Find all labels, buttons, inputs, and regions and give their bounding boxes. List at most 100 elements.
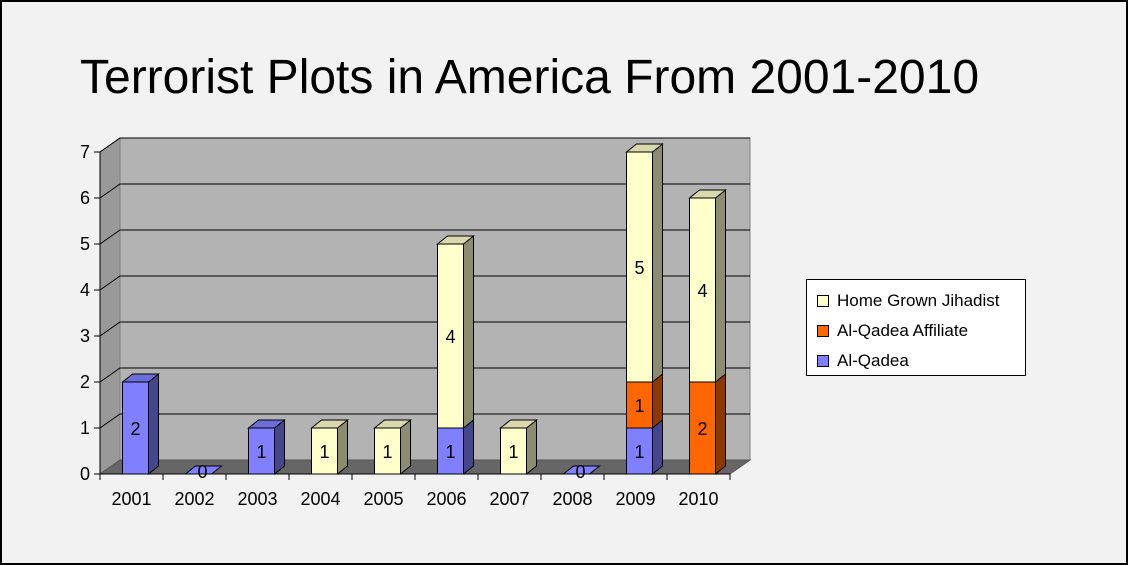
bar-segment: 2 — [121, 372, 160, 476]
x-tick-label: 2006 — [426, 489, 466, 509]
legend-label: Home Grown Jihadist — [837, 291, 1000, 310]
bar-side — [463, 418, 474, 476]
bar-stack-2008: 0 — [562, 462, 601, 482]
gridlines — [99, 137, 750, 429]
gridline — [99, 137, 750, 153]
data-label: 0 — [575, 462, 585, 482]
bar-segment: 1 — [437, 418, 474, 476]
y-tick-label: 7 — [80, 142, 90, 162]
x-tick-label: 2008 — [552, 489, 592, 509]
data-label: 4 — [445, 327, 455, 347]
legend: Home Grown Jihadist Al-Qadea Affiliate Al-… — [806, 279, 1026, 376]
legend-entry: Home Grown Jihadist — [807, 286, 1025, 316]
bar-segment: 1 — [310, 418, 349, 476]
y-tick-label: 0 — [80, 464, 90, 484]
legend-swatch — [817, 295, 829, 307]
y-axis-ticks: 0 1 2 3 4 5 6 7 — [80, 142, 90, 484]
bar-front — [626, 381, 653, 429]
bar-side — [652, 142, 663, 384]
gridline — [99, 229, 750, 245]
bar-front — [500, 427, 527, 475]
bar-stack-2002: 0 — [184, 462, 223, 482]
bar-side — [715, 188, 726, 384]
bar-side — [337, 418, 348, 476]
data-label: 1 — [508, 442, 518, 462]
bar-stack-2001: 2 — [121, 372, 160, 476]
x-tick-label: 2002 — [174, 489, 214, 509]
bar-front — [374, 427, 401, 475]
y-tick-label: 2 — [80, 372, 90, 392]
data-label: 5 — [634, 258, 644, 278]
x-tick-label: 2010 — [678, 489, 718, 509]
bar-front — [437, 243, 464, 429]
bar-segment: 1 — [247, 418, 286, 476]
bar-zero — [184, 465, 223, 475]
bar-top — [121, 373, 160, 383]
y-tick-label: 3 — [80, 326, 90, 346]
bar-stack-2003: 1 — [247, 418, 286, 476]
bar-stack-2006: 14 — [436, 234, 475, 476]
legend-label: Al-Qadea — [837, 351, 909, 370]
bar-side — [274, 418, 285, 476]
bar-top — [436, 235, 475, 245]
x-tick-label: 2004 — [300, 489, 340, 509]
data-label: 1 — [634, 396, 644, 416]
bar-top — [688, 189, 727, 199]
bar-segment: 5 — [625, 142, 664, 384]
bar-top — [499, 419, 538, 429]
bar-stack-2005: 1 — [373, 418, 412, 476]
data-label: 1 — [634, 442, 644, 462]
bar-stack-2010: 24 — [688, 188, 727, 476]
x-tick-label: 2003 — [237, 489, 277, 509]
x-axis-ticks: 2001 2002 2003 2004 2005 2006 2007 2008 2009 2010 — [111, 489, 718, 509]
gridline — [99, 275, 750, 291]
data-label: 2 — [697, 419, 707, 439]
data-label: 1 — [256, 442, 266, 462]
bar-segment: 2 — [689, 372, 726, 476]
y-tick-label: 5 — [80, 234, 90, 254]
legend-label: Al-Qadea Affiliate — [837, 321, 969, 340]
bar-segment: 1 — [626, 372, 663, 430]
x-tick-label: 2005 — [363, 489, 403, 509]
bar-stack-2009: 1 1 5 — [625, 142, 664, 476]
bar-side — [400, 418, 411, 476]
bar-side — [715, 372, 726, 476]
bar-segment: 4 — [688, 188, 727, 384]
bar-top — [373, 419, 412, 429]
bar-front — [626, 151, 653, 383]
legend-entry: Al-Qadea — [807, 346, 1025, 376]
gridline — [99, 413, 750, 429]
bar-segment: 1 — [373, 418, 412, 476]
gridline — [99, 321, 750, 337]
bar-side — [148, 372, 159, 476]
bar-front — [626, 427, 653, 475]
x-tick-label: 2001 — [111, 489, 151, 509]
bar-side — [526, 418, 537, 476]
bar-zero — [562, 465, 601, 475]
data-label: 1 — [382, 442, 392, 462]
y-tick-label: 6 — [80, 188, 90, 208]
legend-entry: Al-Qadea Affiliate — [807, 316, 1025, 346]
side-wall — [99, 137, 121, 475]
data-label: 0 — [197, 462, 207, 482]
bar-top — [625, 143, 664, 153]
bar-top — [310, 419, 349, 429]
y-tick-label: 1 — [80, 418, 90, 438]
bar-side — [652, 418, 663, 476]
data-label: 1 — [319, 442, 329, 462]
legend-swatch — [817, 355, 829, 367]
gridline — [99, 367, 750, 383]
bar-side — [652, 372, 663, 430]
bar-stack-2004: 1 — [310, 418, 349, 476]
bar-segment: 1 — [499, 418, 538, 476]
data-label: 1 — [445, 442, 455, 462]
chart-title: Terrorist Plots in America From 2001-201… — [80, 51, 979, 104]
data-label: 4 — [697, 281, 707, 301]
bar-side — [463, 234, 474, 430]
x-tick-label: 2009 — [615, 489, 655, 509]
data-label: 2 — [130, 419, 140, 439]
y-tick-label: 4 — [80, 280, 90, 300]
gridline — [99, 183, 750, 199]
